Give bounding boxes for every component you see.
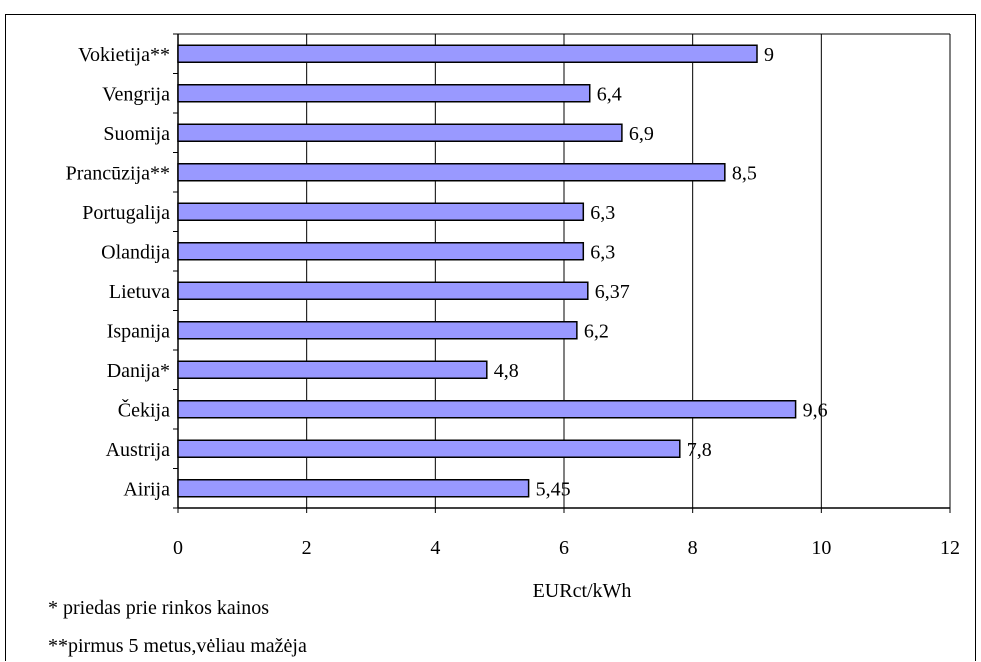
category-label: Ispanija	[107, 320, 170, 342]
bar	[177, 281, 589, 300]
x-tick-label: 2	[302, 537, 312, 559]
x-tick-label: 10	[811, 537, 831, 559]
data-label: 6,3	[590, 202, 615, 224]
data-label: 4,8	[494, 360, 519, 382]
category-label: Olandija	[101, 241, 170, 263]
bar	[177, 123, 623, 142]
bar	[177, 163, 726, 182]
bar	[177, 321, 578, 340]
data-label: 9	[764, 44, 774, 66]
category-label: Portugalija	[82, 202, 170, 224]
bar	[177, 360, 488, 379]
bar	[177, 242, 585, 261]
category-label: Vokietija**	[78, 44, 170, 66]
chart-frame	[5, 14, 976, 661]
x-tick-label: 12	[940, 537, 960, 559]
category-label: Suomija	[103, 123, 170, 145]
data-label: 7,8	[687, 439, 712, 461]
data-label: 6,37	[595, 281, 630, 303]
footnote-double-asterisk: **pirmus 5 metus,vėliau mažėja	[48, 635, 307, 657]
bar	[177, 439, 681, 458]
category-label: Lietuva	[109, 281, 170, 303]
bar	[177, 44, 758, 63]
category-label: Prancūzija**	[66, 162, 170, 184]
data-label: 6,9	[629, 123, 654, 145]
category-label: Danija*	[107, 360, 170, 382]
x-axis-title: EURct/kWh	[533, 580, 632, 602]
category-label: Airija	[123, 478, 170, 500]
category-label: Vengrija	[102, 83, 170, 105]
data-label: 8,5	[732, 162, 757, 184]
x-tick-label: 6	[559, 537, 569, 559]
bar	[177, 202, 585, 221]
data-label: 6,3	[590, 241, 615, 263]
data-label: 9,6	[803, 399, 828, 421]
bar	[177, 479, 530, 498]
x-tick-label: 0	[173, 537, 183, 559]
data-label: 5,45	[536, 478, 571, 500]
category-label: Austrija	[106, 439, 171, 461]
x-tick-label: 4	[430, 537, 440, 559]
footnote-single-asterisk: * priedas prie rinkos kainos	[48, 597, 270, 619]
x-tick-label: 8	[688, 537, 698, 559]
bar	[177, 84, 591, 103]
data-label: 6,2	[584, 320, 609, 342]
bar	[177, 400, 797, 419]
category-label: Čekija	[118, 397, 170, 421]
data-label: 6,4	[597, 83, 622, 105]
